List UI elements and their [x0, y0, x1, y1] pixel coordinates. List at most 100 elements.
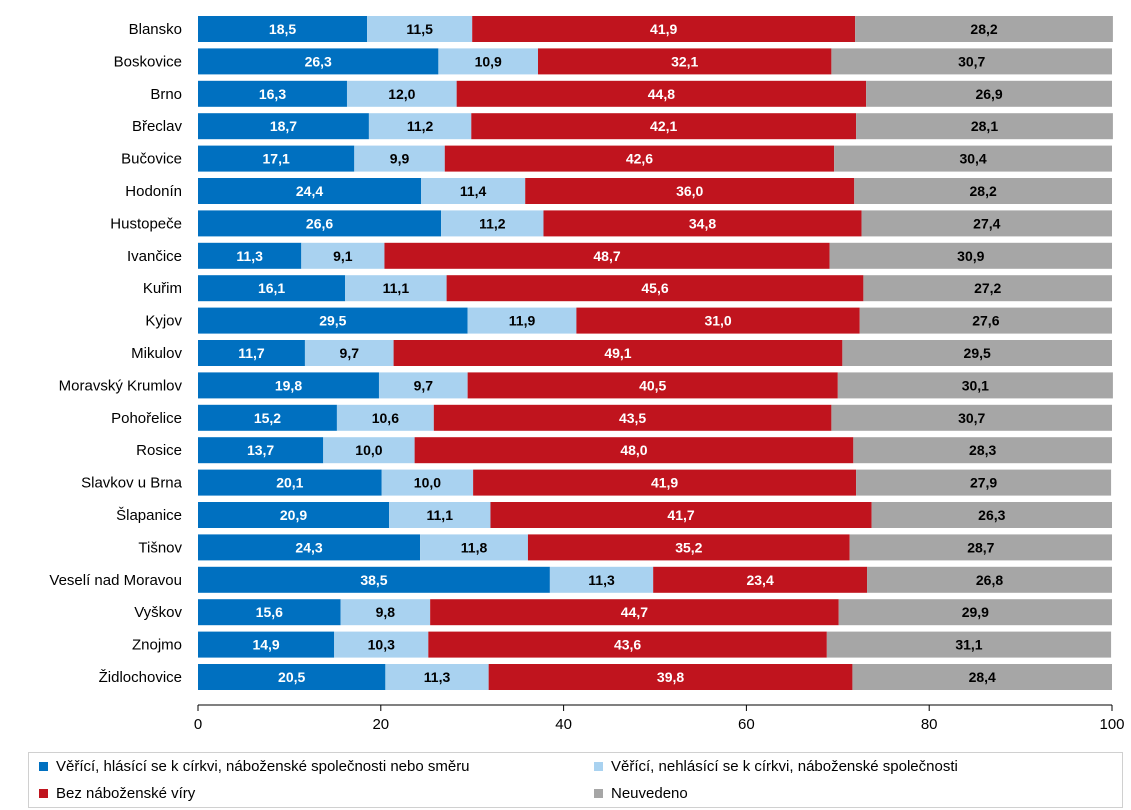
- bar-segment-series-4: [849, 534, 1112, 561]
- bar-value-label: 31,0: [704, 313, 731, 329]
- bar-segment-series-3: [414, 437, 854, 464]
- bar-segment-series-1: [198, 631, 335, 658]
- bar-segment-series-4: [837, 372, 1113, 399]
- bar-value-label: 9,1: [333, 248, 353, 264]
- bar-value-label: 36,0: [676, 183, 703, 199]
- bar-segment-series-3: [473, 469, 857, 496]
- bar-segment-series-1: [198, 469, 382, 496]
- bar-segment-series-3: [446, 275, 864, 302]
- bar-value-label: 20,5: [278, 669, 305, 685]
- bar-value-label: 31,1: [955, 637, 982, 653]
- bar-segment-series-2: [301, 242, 385, 269]
- category-label: Židlochovice: [99, 669, 182, 686]
- bar-segment-series-2: [438, 48, 539, 75]
- bar-value-label: 28,7: [967, 539, 994, 555]
- x-axis-ticks: 0 20 40 60 80 100: [194, 705, 1125, 733]
- bar-segment-series-3: [490, 502, 872, 528]
- bar-segment-series-3: [488, 664, 853, 690]
- bar-segment-series-3: [430, 599, 839, 626]
- category-label: Rosice: [136, 442, 182, 459]
- legend-item-series-3: Bez náboženské víry: [39, 785, 195, 802]
- category-label: Boskovice: [114, 53, 182, 70]
- bar-value-label: 10,0: [355, 442, 382, 458]
- bar-segment-series-3: [393, 340, 843, 366]
- bar-segment-series-4: [855, 16, 1113, 42]
- bar-segment-series-4: [859, 307, 1112, 334]
- category-label: Kyjov: [145, 313, 182, 330]
- legend-label: Neuvedeno: [611, 785, 688, 802]
- category-label: Hustopeče: [110, 215, 182, 232]
- bar-value-label: 29,5: [964, 345, 991, 361]
- bar-segment-series-1: [198, 145, 355, 172]
- legend-item-series-1: Věřící, hlásící se k církvi, náboženské …: [39, 758, 470, 775]
- bar-value-label: 26,9: [975, 86, 1002, 102]
- bar-segment-series-1: [198, 566, 550, 593]
- bar-value-label: 12,0: [388, 86, 415, 102]
- bar-value-label: 16,1: [258, 280, 285, 296]
- bar-segment-series-2: [345, 275, 447, 302]
- bar-segment-series-4: [856, 469, 1112, 496]
- bar-value-label: 16,3: [259, 86, 286, 102]
- bar-value-label: 9,7: [414, 377, 434, 393]
- category-label: Hodonín: [125, 183, 182, 200]
- bar-value-label: 24,3: [295, 539, 322, 555]
- bar-value-label: 27,2: [974, 280, 1001, 296]
- bar-segment-series-1: [198, 502, 390, 528]
- bar-value-label: 11,1: [427, 507, 454, 523]
- x-tick-label: 40: [555, 716, 572, 733]
- bar-segment-series-2: [381, 469, 474, 496]
- bar-value-label: 18,7: [270, 118, 297, 134]
- bar-value-label: 11,7: [238, 345, 265, 361]
- bar-segment-series-2: [336, 404, 434, 431]
- bar-value-label: 48,0: [620, 442, 647, 458]
- legend: Věřící, hlásící se k církvi, náboženské …: [28, 752, 1123, 808]
- category-label: Kuřim: [143, 280, 182, 297]
- bar-segment-series-4: [852, 664, 1112, 690]
- category-label: Tišnov: [138, 539, 182, 556]
- bar-value-label: 28,1: [971, 118, 998, 134]
- bar-segment-series-4: [866, 80, 1112, 107]
- bar-segment-series-1: [198, 404, 337, 431]
- bar-value-label: 49,1: [604, 345, 631, 361]
- legend-swatch-red: [39, 789, 48, 798]
- bar-segment-series-2: [340, 599, 431, 626]
- legend-item-series-2: Věřící, nehlásící se k církvi, nábožensk…: [594, 758, 958, 775]
- x-tick-label: 20: [372, 716, 389, 733]
- stacked-bar-chart: 18,5 11,5 41,9 28,2 26,3 10,9 32,1 30,7 16,3 12,0…: [49, 16, 1125, 733]
- bar-value-label: 10,6: [372, 410, 399, 426]
- bar-value-label: 28,2: [970, 21, 997, 37]
- bar-value-label: 11,1: [383, 280, 410, 296]
- bar-value-label: 9,8: [376, 604, 396, 620]
- category-label: Ivančice: [127, 248, 182, 265]
- bar-value-label: 26,8: [976, 572, 1003, 588]
- bar-segment-series-2: [367, 16, 473, 42]
- bar-value-label: 28,3: [969, 442, 996, 458]
- bar-segment-series-2: [549, 566, 654, 593]
- bar-value-label: 38,5: [360, 572, 387, 588]
- bar-segment-series-1: [198, 48, 439, 75]
- legend-label: Bez náboženské víry: [56, 785, 196, 802]
- bar-segment-series-1: [198, 113, 369, 140]
- bar-segment-series-3: [444, 145, 835, 172]
- legend-item-series-4: Neuvedeno: [594, 785, 688, 802]
- bar-value-label: 10,9: [475, 53, 502, 69]
- bar-value-label: 18,5: [269, 21, 296, 37]
- bar-value-label: 43,5: [619, 410, 646, 426]
- bar-segment-series-1: [198, 437, 324, 464]
- category-label: Blansko: [129, 21, 182, 38]
- bar-value-label: 9,9: [390, 151, 410, 167]
- bar-segment-series-3: [538, 48, 832, 75]
- x-tick-label: 80: [921, 716, 938, 733]
- bar-value-label: 29,5: [319, 313, 346, 329]
- category-label: Bučovice: [121, 151, 182, 168]
- category-label: Veselí nad Moravou: [49, 572, 182, 589]
- bar-value-label: 23,4: [746, 572, 773, 588]
- bar-segment-series-4: [856, 113, 1113, 140]
- category-label: Znojmo: [132, 637, 182, 654]
- bar-segment-series-2: [420, 534, 528, 561]
- bar-segment-series-1: [198, 210, 442, 237]
- x-tick-label: 100: [1099, 716, 1124, 733]
- bar-value-label: 26,3: [978, 507, 1005, 523]
- bar-segment-series-3: [471, 113, 857, 140]
- bar-segment-series-2: [368, 113, 472, 140]
